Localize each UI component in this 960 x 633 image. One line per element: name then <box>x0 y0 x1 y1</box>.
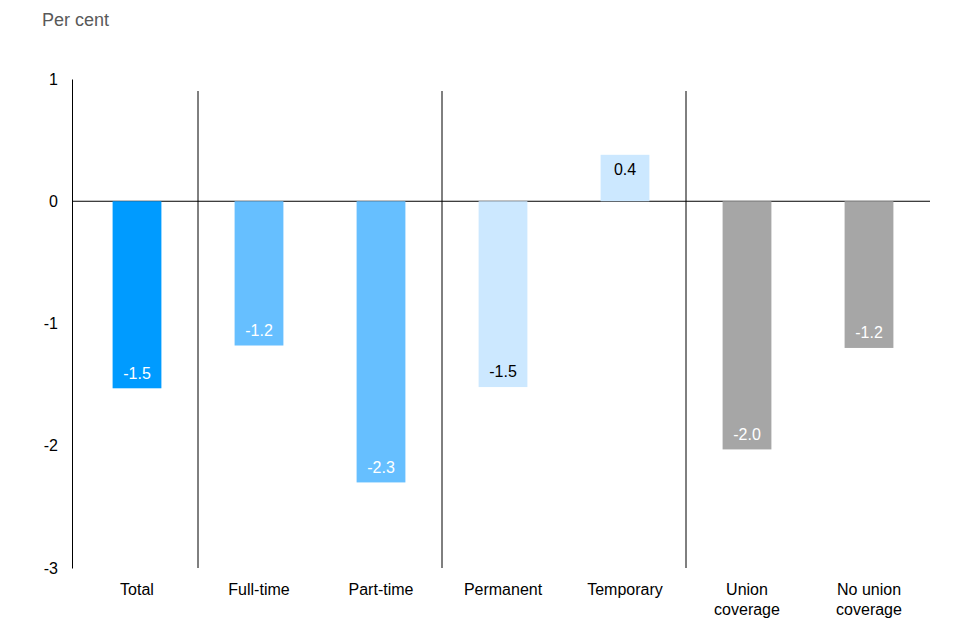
x-tick-label-line: Part-time <box>349 581 414 598</box>
y-tick: -3 <box>44 560 72 577</box>
x-tick: Total <box>120 568 154 598</box>
data-label: -1.2 <box>245 322 273 339</box>
bar <box>113 201 162 388</box>
bars <box>113 155 894 483</box>
x-tick-label-line: coverage <box>836 601 902 618</box>
group-separator <box>442 91 443 568</box>
y-tick: 1 <box>49 71 72 88</box>
data-label: 0.4 <box>614 161 636 178</box>
x-tick-label-line: Union <box>726 581 768 598</box>
x-tick: No union coverage <box>836 568 902 618</box>
x-axis: Total Full-time Part-time Permanent Temporar… <box>120 568 902 618</box>
data-label: -2.3 <box>367 459 395 476</box>
x-tick-label-line: coverage <box>714 601 780 618</box>
y-axis: -3 -2 -1 0 1 <box>44 71 73 577</box>
x-tick-label: Permanent <box>464 581 543 598</box>
x-tick-label-line: No union <box>837 581 901 598</box>
y-tick: 0 <box>49 193 72 210</box>
data-label: -2.0 <box>733 426 761 443</box>
x-tick: Temporary <box>587 568 663 598</box>
x-tick: Full-time <box>228 568 289 598</box>
bar <box>479 201 528 387</box>
x-tick-label-line: Temporary <box>587 581 663 598</box>
bar <box>845 201 894 348</box>
x-tick-label: Union coverage <box>714 581 780 617</box>
x-tick-label: Part-time <box>349 581 414 598</box>
data-label: -1.2 <box>855 324 883 341</box>
y-axis-title: Per cent <box>42 10 109 30</box>
x-tick-label: No union coverage <box>836 581 902 617</box>
y-tick: -1 <box>44 315 72 332</box>
x-tick: Union coverage <box>714 568 780 618</box>
data-label: -1.5 <box>123 365 151 382</box>
group-separator <box>198 91 199 568</box>
data-labels: -1.5 -1.2 -2.3 -1.5 0.4 -2.0 -1.2 <box>123 161 883 476</box>
x-tick-label-line: Total <box>120 581 154 598</box>
bar <box>235 201 284 345</box>
bar <box>357 201 406 482</box>
y-tick-label: 0 <box>49 193 58 210</box>
y-tick: -2 <box>44 437 72 454</box>
x-tick-label: Total <box>120 581 154 598</box>
bar <box>723 201 772 449</box>
y-axis-line <box>72 80 73 569</box>
y-tick-label: -1 <box>44 315 58 332</box>
x-tick: Part-time <box>349 568 414 598</box>
x-tick: Permanent <box>464 568 543 598</box>
chart-container: -3 -2 -1 0 1 -1.5 -1.2 -2.3 -1.5 0.4 -2.0 -1.2 Total… <box>0 0 960 633</box>
x-tick-label-line: Full-time <box>228 581 289 598</box>
y-tick-label: -3 <box>44 560 58 577</box>
bar <box>601 155 650 201</box>
y-tick-label: -2 <box>44 437 58 454</box>
y-tick-label: 1 <box>49 71 58 88</box>
x-tick-label-line: Permanent <box>464 581 543 598</box>
x-tick-label: Full-time <box>228 581 289 598</box>
group-separator <box>686 91 687 568</box>
data-label: -1.5 <box>489 363 517 380</box>
chart-svg: -3 -2 -1 0 1 -1.5 -1.2 -2.3 -1.5 0.4 -2.0 -1.2 Total… <box>0 0 960 633</box>
x-tick-label: Temporary <box>587 581 663 598</box>
